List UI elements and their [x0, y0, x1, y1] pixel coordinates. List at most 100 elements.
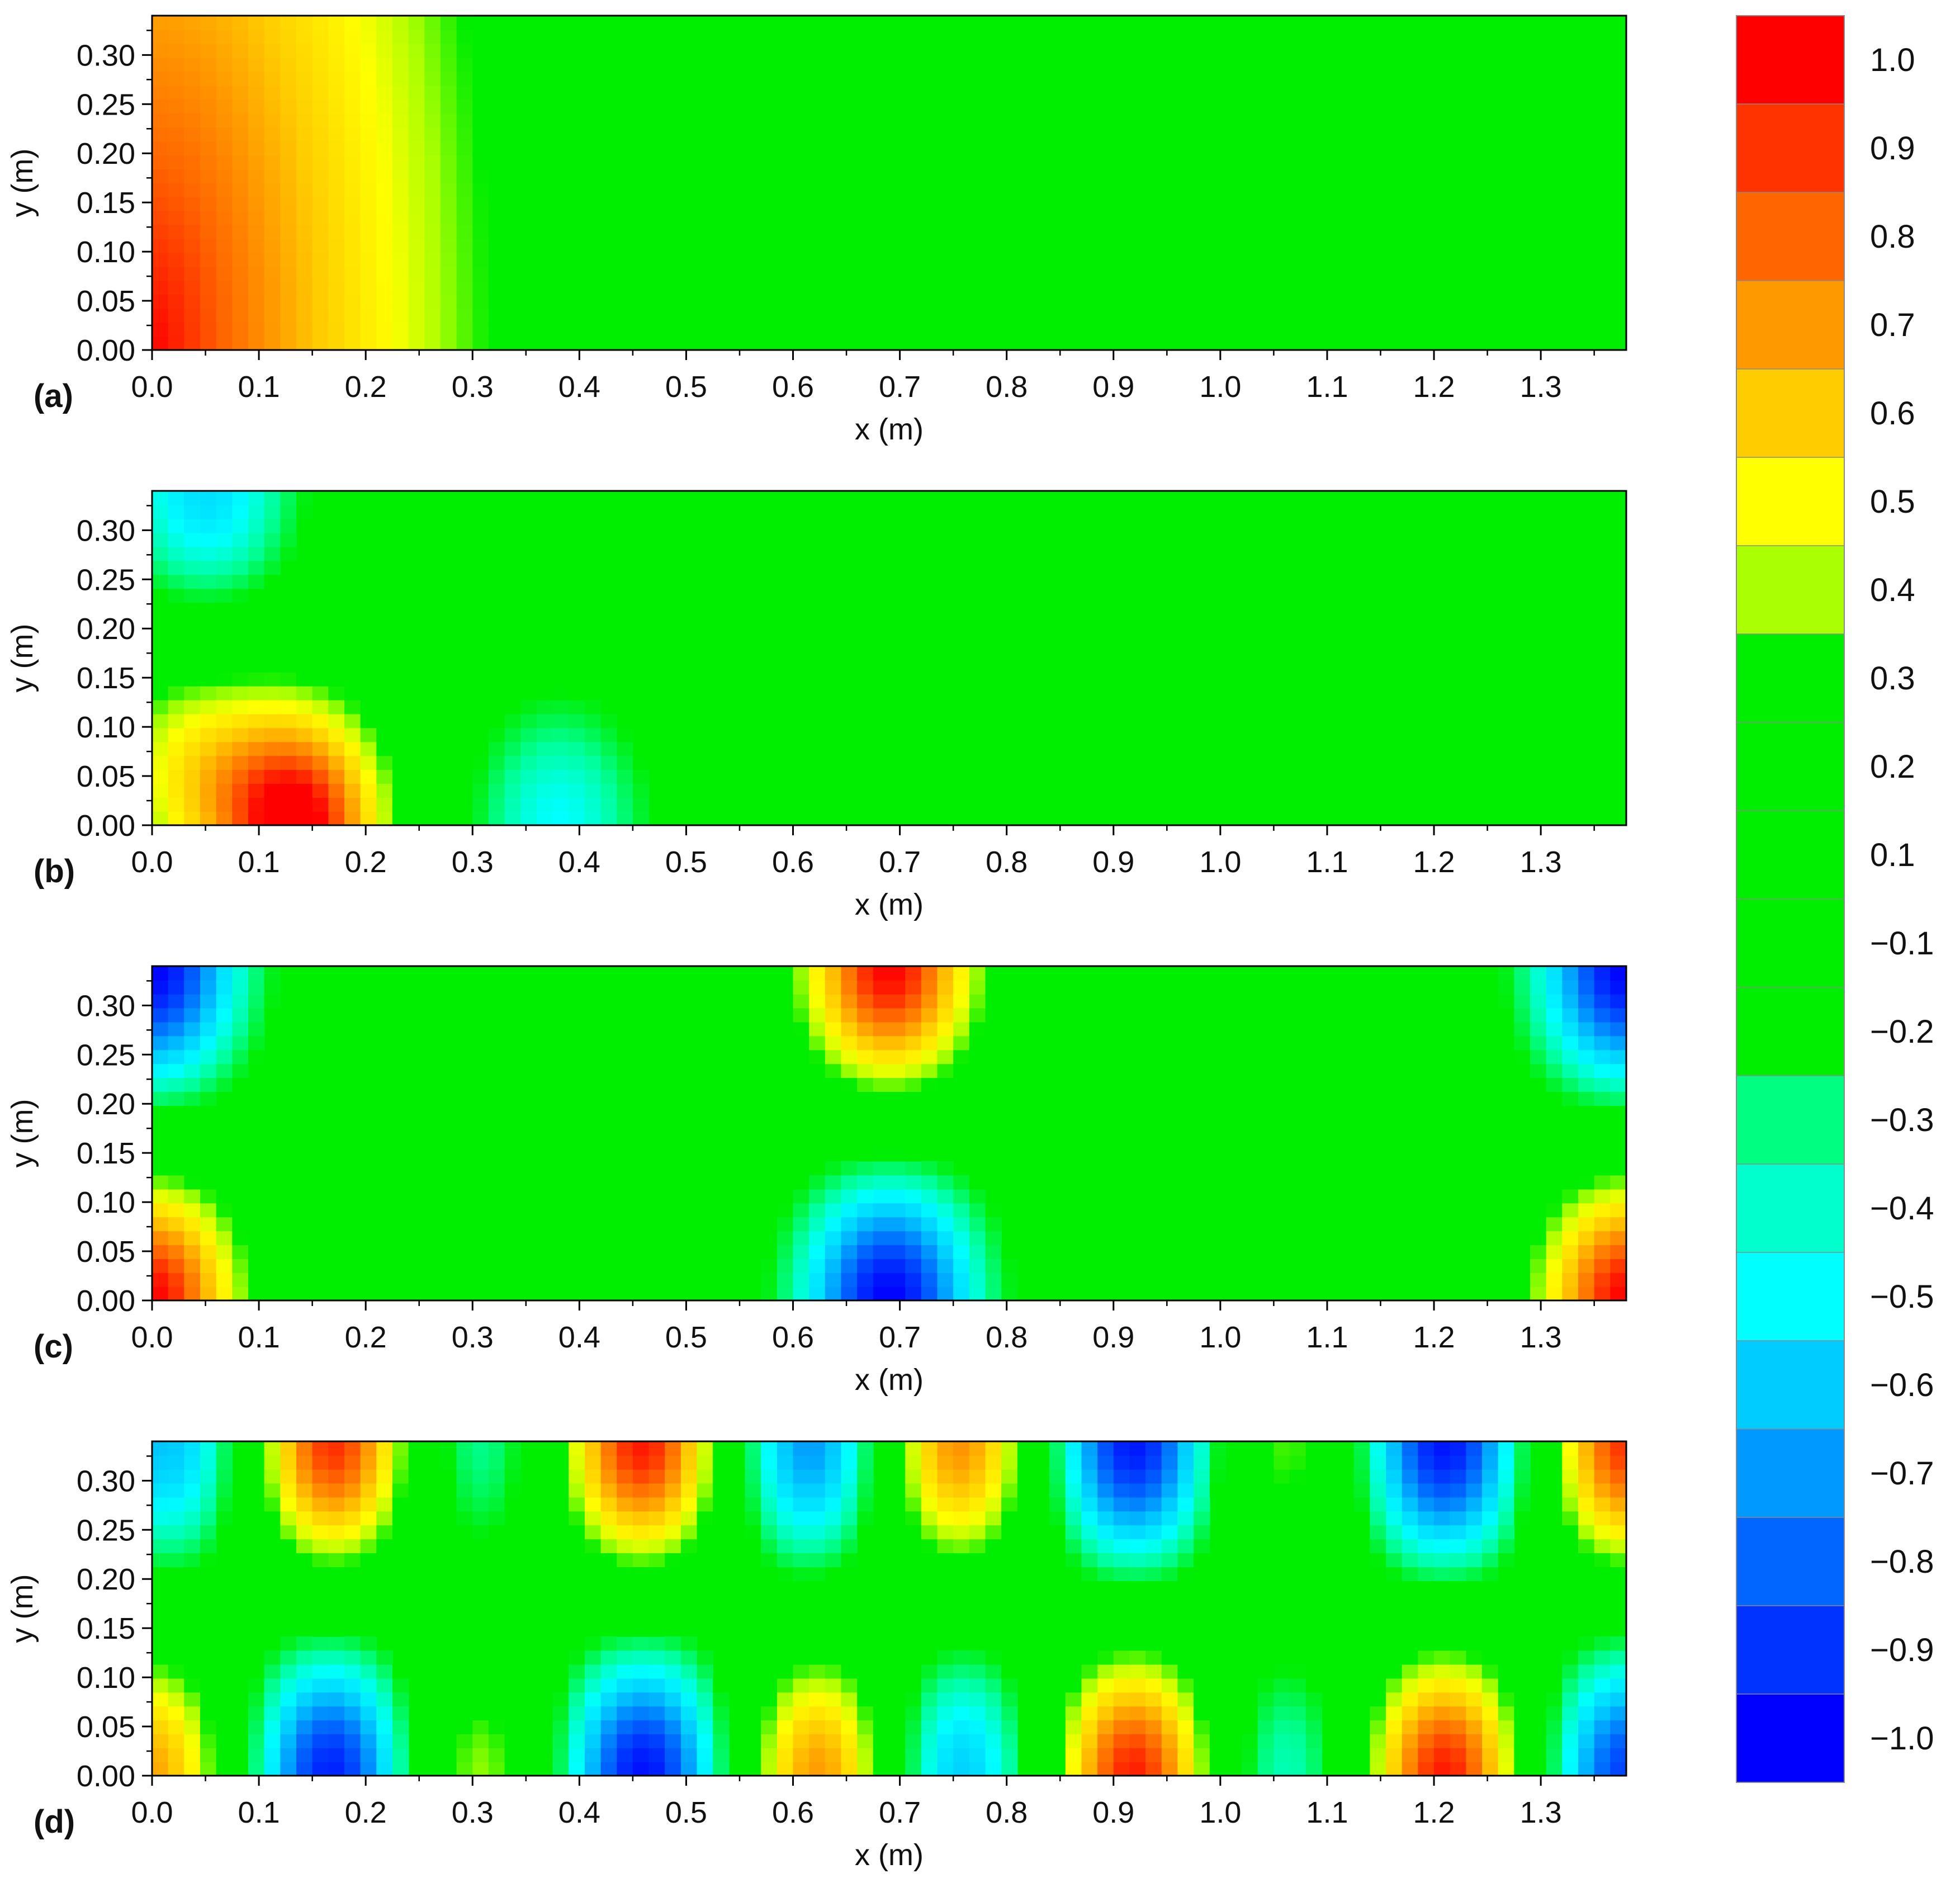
x-tick-label: 1.0: [1199, 845, 1241, 879]
contour-cell: [264, 658, 281, 673]
contour-cell: [1610, 1021, 1626, 1037]
contour-cell: [216, 588, 233, 603]
contour-cell: [312, 1567, 329, 1581]
contour-cell: [1466, 1483, 1483, 1498]
contour-cell: [216, 1734, 233, 1748]
contour-cell: [152, 57, 169, 72]
x-tick-label: 0.6: [772, 370, 814, 404]
contour-cell: [937, 980, 954, 995]
contour-cell: [264, 685, 281, 701]
contour-cell: [184, 99, 201, 114]
contour-cell: [1129, 1720, 1146, 1734]
contour-cell: [825, 1734, 842, 1748]
contour-cell: [488, 1469, 505, 1484]
contour-cell: [152, 1175, 169, 1190]
contour-cell: [216, 685, 233, 701]
contour-cell: [184, 1175, 201, 1190]
contour-cell: [472, 1748, 489, 1762]
y-tick-label: 0.05: [77, 1235, 135, 1269]
contour-cell: [1594, 966, 1611, 981]
contour-cell: [520, 294, 537, 309]
contour-cell: [296, 308, 313, 323]
contour-cell: [1370, 1497, 1386, 1512]
contour-cell: [985, 1664, 1002, 1679]
contour-cell: [536, 741, 553, 756]
contour-cell: [168, 783, 185, 798]
contour-cell: [440, 43, 457, 58]
contour-cell: [809, 1720, 826, 1734]
contour-cell: [1482, 1511, 1499, 1526]
contour-cell: [680, 1469, 698, 1484]
panel-label: (c): [34, 1328, 73, 1365]
contour-cell: [873, 980, 890, 995]
contour-cell: [360, 783, 377, 798]
contour-cell: [280, 783, 297, 798]
contour-cell: [168, 1231, 185, 1246]
contour-cell: [617, 1553, 633, 1567]
contour-cell: [793, 1203, 809, 1218]
contour-cell: [921, 1245, 938, 1259]
contour-cell: [1546, 1077, 1563, 1092]
contour-cell: [969, 1511, 986, 1526]
contour-cell: [488, 238, 505, 253]
contour-cell: [536, 727, 553, 742]
contour-cell: [841, 1175, 858, 1190]
contour-cell: [1514, 966, 1531, 981]
contour-cell: [296, 1748, 313, 1762]
contour-cell: [1129, 1650, 1146, 1665]
colorbar-swatch: [1736, 1164, 1844, 1253]
contour-cell: [344, 266, 361, 281]
contour-cell: [1113, 1539, 1130, 1554]
contour-cell: [600, 1678, 618, 1693]
contour-cell: [584, 811, 602, 825]
contour-cell: [1386, 1762, 1403, 1776]
colorbar-label: 0.9: [1870, 130, 1915, 167]
contour-cell: [809, 1175, 826, 1190]
contour-cell: [392, 1539, 409, 1554]
panel-b: 0.0 0.1 0.2 0.3 0.4 0.5 0.6 0.7 0.8 0.9 1.0 1.1 1.2 1…: [6, 490, 1627, 921]
contour-cell: [264, 1720, 281, 1734]
contour-cell: [1177, 1497, 1194, 1512]
contour-cell: [168, 1007, 185, 1023]
contour-cell: [1594, 1021, 1611, 1037]
contour-cell: [905, 1720, 922, 1734]
contour-cell: [248, 658, 265, 673]
contour-cell: [344, 1734, 361, 1748]
contour-cell: [1290, 1734, 1306, 1748]
contour-cell: [520, 783, 537, 798]
contour-cell: [1482, 1553, 1499, 1567]
contour-cell: [232, 980, 249, 995]
contour-cell: [312, 113, 329, 128]
contour-cell: [552, 713, 570, 728]
contour-cell: [376, 1525, 393, 1540]
contour-cell: [296, 266, 313, 281]
contour-cell: [777, 1567, 794, 1581]
contour-cell: [569, 741, 585, 756]
contour-cell: [248, 713, 265, 728]
contour-cell: [1097, 1748, 1114, 1762]
contour-cell: [1466, 1706, 1483, 1721]
contour-cell: [248, 504, 265, 519]
contour-cell: [200, 1007, 217, 1023]
contour-cell: [360, 1678, 377, 1693]
contour-cell: [648, 1678, 666, 1693]
contour-cell: [873, 966, 890, 981]
contour-cell: [552, 266, 570, 281]
contour-cell: [825, 1007, 842, 1023]
contour-cell: [680, 1692, 698, 1707]
contour-cell: [200, 1161, 217, 1176]
y-tick-label: 0.30: [77, 514, 135, 547]
contour-cell: [953, 1259, 970, 1273]
contour-cell: [328, 1553, 345, 1567]
contour-cell: [985, 1272, 1002, 1287]
contour-cell: [1242, 1469, 1258, 1484]
contour-cell: [200, 1049, 217, 1065]
contour-cell: [969, 1553, 986, 1567]
contour-cell: [825, 980, 842, 995]
contour-cell: [200, 546, 217, 561]
contour-cell: [680, 1678, 698, 1693]
x-tick-label: 0.6: [772, 1321, 814, 1354]
contour-cell: [841, 1483, 858, 1498]
contour-cell: [648, 1441, 666, 1456]
contour-cell: [584, 1441, 602, 1456]
